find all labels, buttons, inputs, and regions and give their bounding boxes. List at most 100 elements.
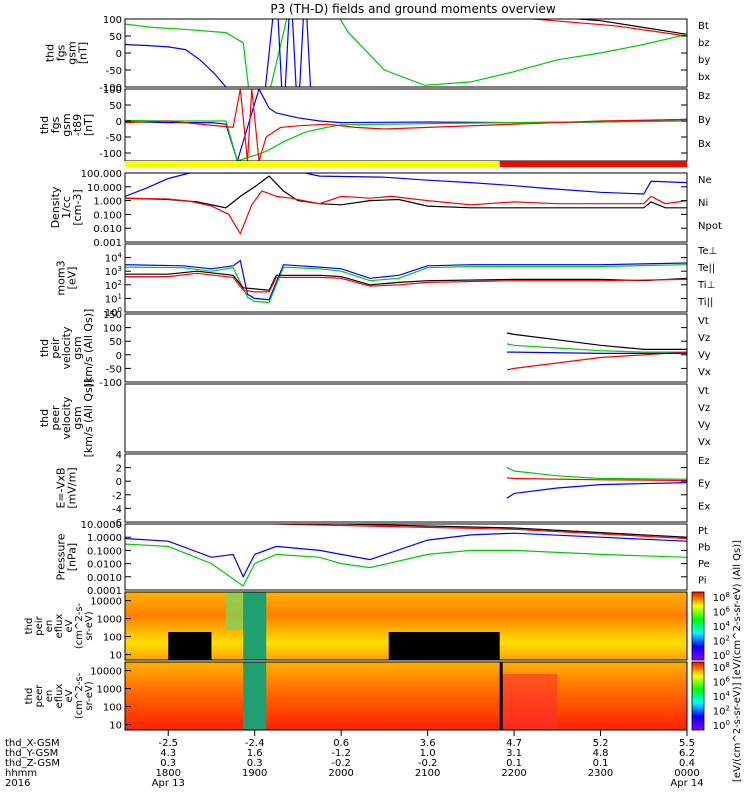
legend-entry: Pi: [698, 576, 707, 587]
y-axis-label: sr-eV): [84, 611, 95, 640]
time-row-label: thd_Z-GSM: [5, 758, 60, 769]
legend-entry: Ni: [698, 198, 708, 209]
spectrogram-2: 10000 1000 100 10 thd peer en eflux eV (cm^2-s-sr…: [24, 661, 688, 732]
x-tick-label: 0.4: [679, 758, 695, 769]
x-tick-label: 0.3: [160, 758, 176, 769]
y-axis-label: [eV]: [66, 267, 79, 290]
y-tick-label: 0.1000: [87, 546, 122, 557]
x-tick-label: 4.7: [506, 738, 522, 749]
y-axis-label: en: [44, 620, 55, 633]
series-Vt: [506, 332, 687, 350]
panel-frame: [124, 453, 688, 523]
y-tick-label: 1.000: [93, 197, 122, 208]
y-axis-label: eflux: [54, 614, 65, 639]
y-tick-label: 10: [109, 651, 122, 662]
legend-entry: Ti⊥: [697, 280, 715, 291]
y-axis-label: en: [44, 690, 55, 703]
legend-entry: bx: [698, 72, 710, 83]
panel-frame: [124, 383, 688, 453]
colorbar-label: [eV/(cm^2-s-sr-eV)] [eV/(cm^2-s-sr-eV) (…: [732, 540, 743, 782]
series-Pt: [125, 524, 687, 538]
y-axis-label: thd: [38, 409, 51, 427]
y-tick-label: -4: [112, 504, 122, 515]
chart-title: P3 (TH-D) fields and ground moments over…: [270, 2, 555, 16]
spectrogram-lowflux-band: [243, 592, 267, 660]
y-axis-label: gsm: [66, 41, 79, 64]
spectrogram-gap: [499, 662, 503, 730]
colorbar-tick-label: 102: [713, 635, 730, 648]
y-axis-label: thd: [24, 618, 35, 635]
y-tick-label: 0: [116, 49, 122, 60]
y-axis-label: peir: [34, 615, 45, 635]
series-Ez: [506, 477, 687, 482]
y-axis-label: thd: [38, 116, 51, 134]
x-tick-label: 1.0: [420, 748, 436, 759]
y-axis-label: (cm^2-s-: [74, 672, 85, 719]
y-axis-label: peer: [34, 684, 45, 708]
y-axis-label: -t89: [71, 114, 84, 136]
series-By: [125, 119, 687, 161]
y-tick-label: 50: [109, 337, 122, 348]
legend-entry: By: [698, 115, 711, 126]
y-tick-label: 100: [103, 15, 122, 26]
y-tick-label: -100: [99, 149, 122, 160]
y-axis-label: eV: [64, 689, 75, 702]
y-tick-label: -6: [112, 518, 122, 529]
x-tick-label: 6.2: [679, 748, 695, 759]
y-axis-label: eflux: [54, 684, 65, 709]
legend-entry: Vt: [698, 316, 709, 327]
y-axis-label: gsm: [60, 113, 73, 136]
spectrogram-image: [125, 662, 687, 730]
legend-entry: Ez: [698, 456, 710, 467]
y-tick-label: 10: [109, 721, 122, 732]
series-Pe: [125, 543, 687, 587]
colorbar-tick-label: 100: [713, 719, 730, 732]
x-tick-label: 0.6: [333, 738, 349, 749]
y-tick-label: 0: [116, 117, 122, 128]
y-tick-label: -50: [106, 133, 122, 144]
series-Bz: [125, 89, 687, 161]
x-tick-label: 2100: [415, 768, 440, 779]
y-tick-label: 100: [103, 324, 122, 335]
year-label: 2016: [5, 778, 30, 789]
legend-entry: by: [698, 55, 710, 66]
series-Pb: [125, 524, 687, 540]
legend-entry: Vy: [698, 350, 711, 361]
x-tick-label: 3.1: [506, 748, 522, 759]
y-axis-label: Pressure: [55, 533, 68, 580]
y-tick-label: 10.0000: [81, 520, 122, 531]
y-axis-label: mom3: [55, 260, 68, 295]
y-axis-label: [nPa]: [66, 543, 79, 571]
y-tick-label: 0.001: [93, 238, 122, 249]
y-axis-label: [nT]: [82, 114, 95, 136]
mode-bar-segment: [125, 161, 500, 167]
colorbar-tick-label: 104: [713, 620, 731, 633]
series-Ne: [125, 190, 687, 236]
series-Ti||: [125, 264, 687, 304]
series-Vx: [506, 351, 687, 354]
x-tick-label: 0000: [674, 768, 699, 779]
y-tick-label: 0: [116, 477, 122, 488]
y-tick-label: 50: [109, 32, 122, 43]
y-tick-label: 150: [103, 310, 122, 321]
legend-entry: Pt: [698, 526, 708, 537]
colorbar-tick-label: 102: [713, 705, 730, 718]
y-tick-label: 10000: [90, 667, 122, 678]
spectrogram-gap: [388, 632, 500, 660]
legend-entry: Ey: [698, 479, 710, 490]
y-axis-label: [nT]: [77, 42, 90, 64]
y-tick-label: 0.0001: [87, 586, 122, 597]
y-axis-label: thd: [44, 44, 57, 62]
panel-frame: [124, 591, 688, 661]
y-tick-label: 101: [105, 292, 122, 305]
y-tick-label: 10000: [90, 597, 122, 608]
x-tick-label: 5.2: [593, 738, 609, 749]
